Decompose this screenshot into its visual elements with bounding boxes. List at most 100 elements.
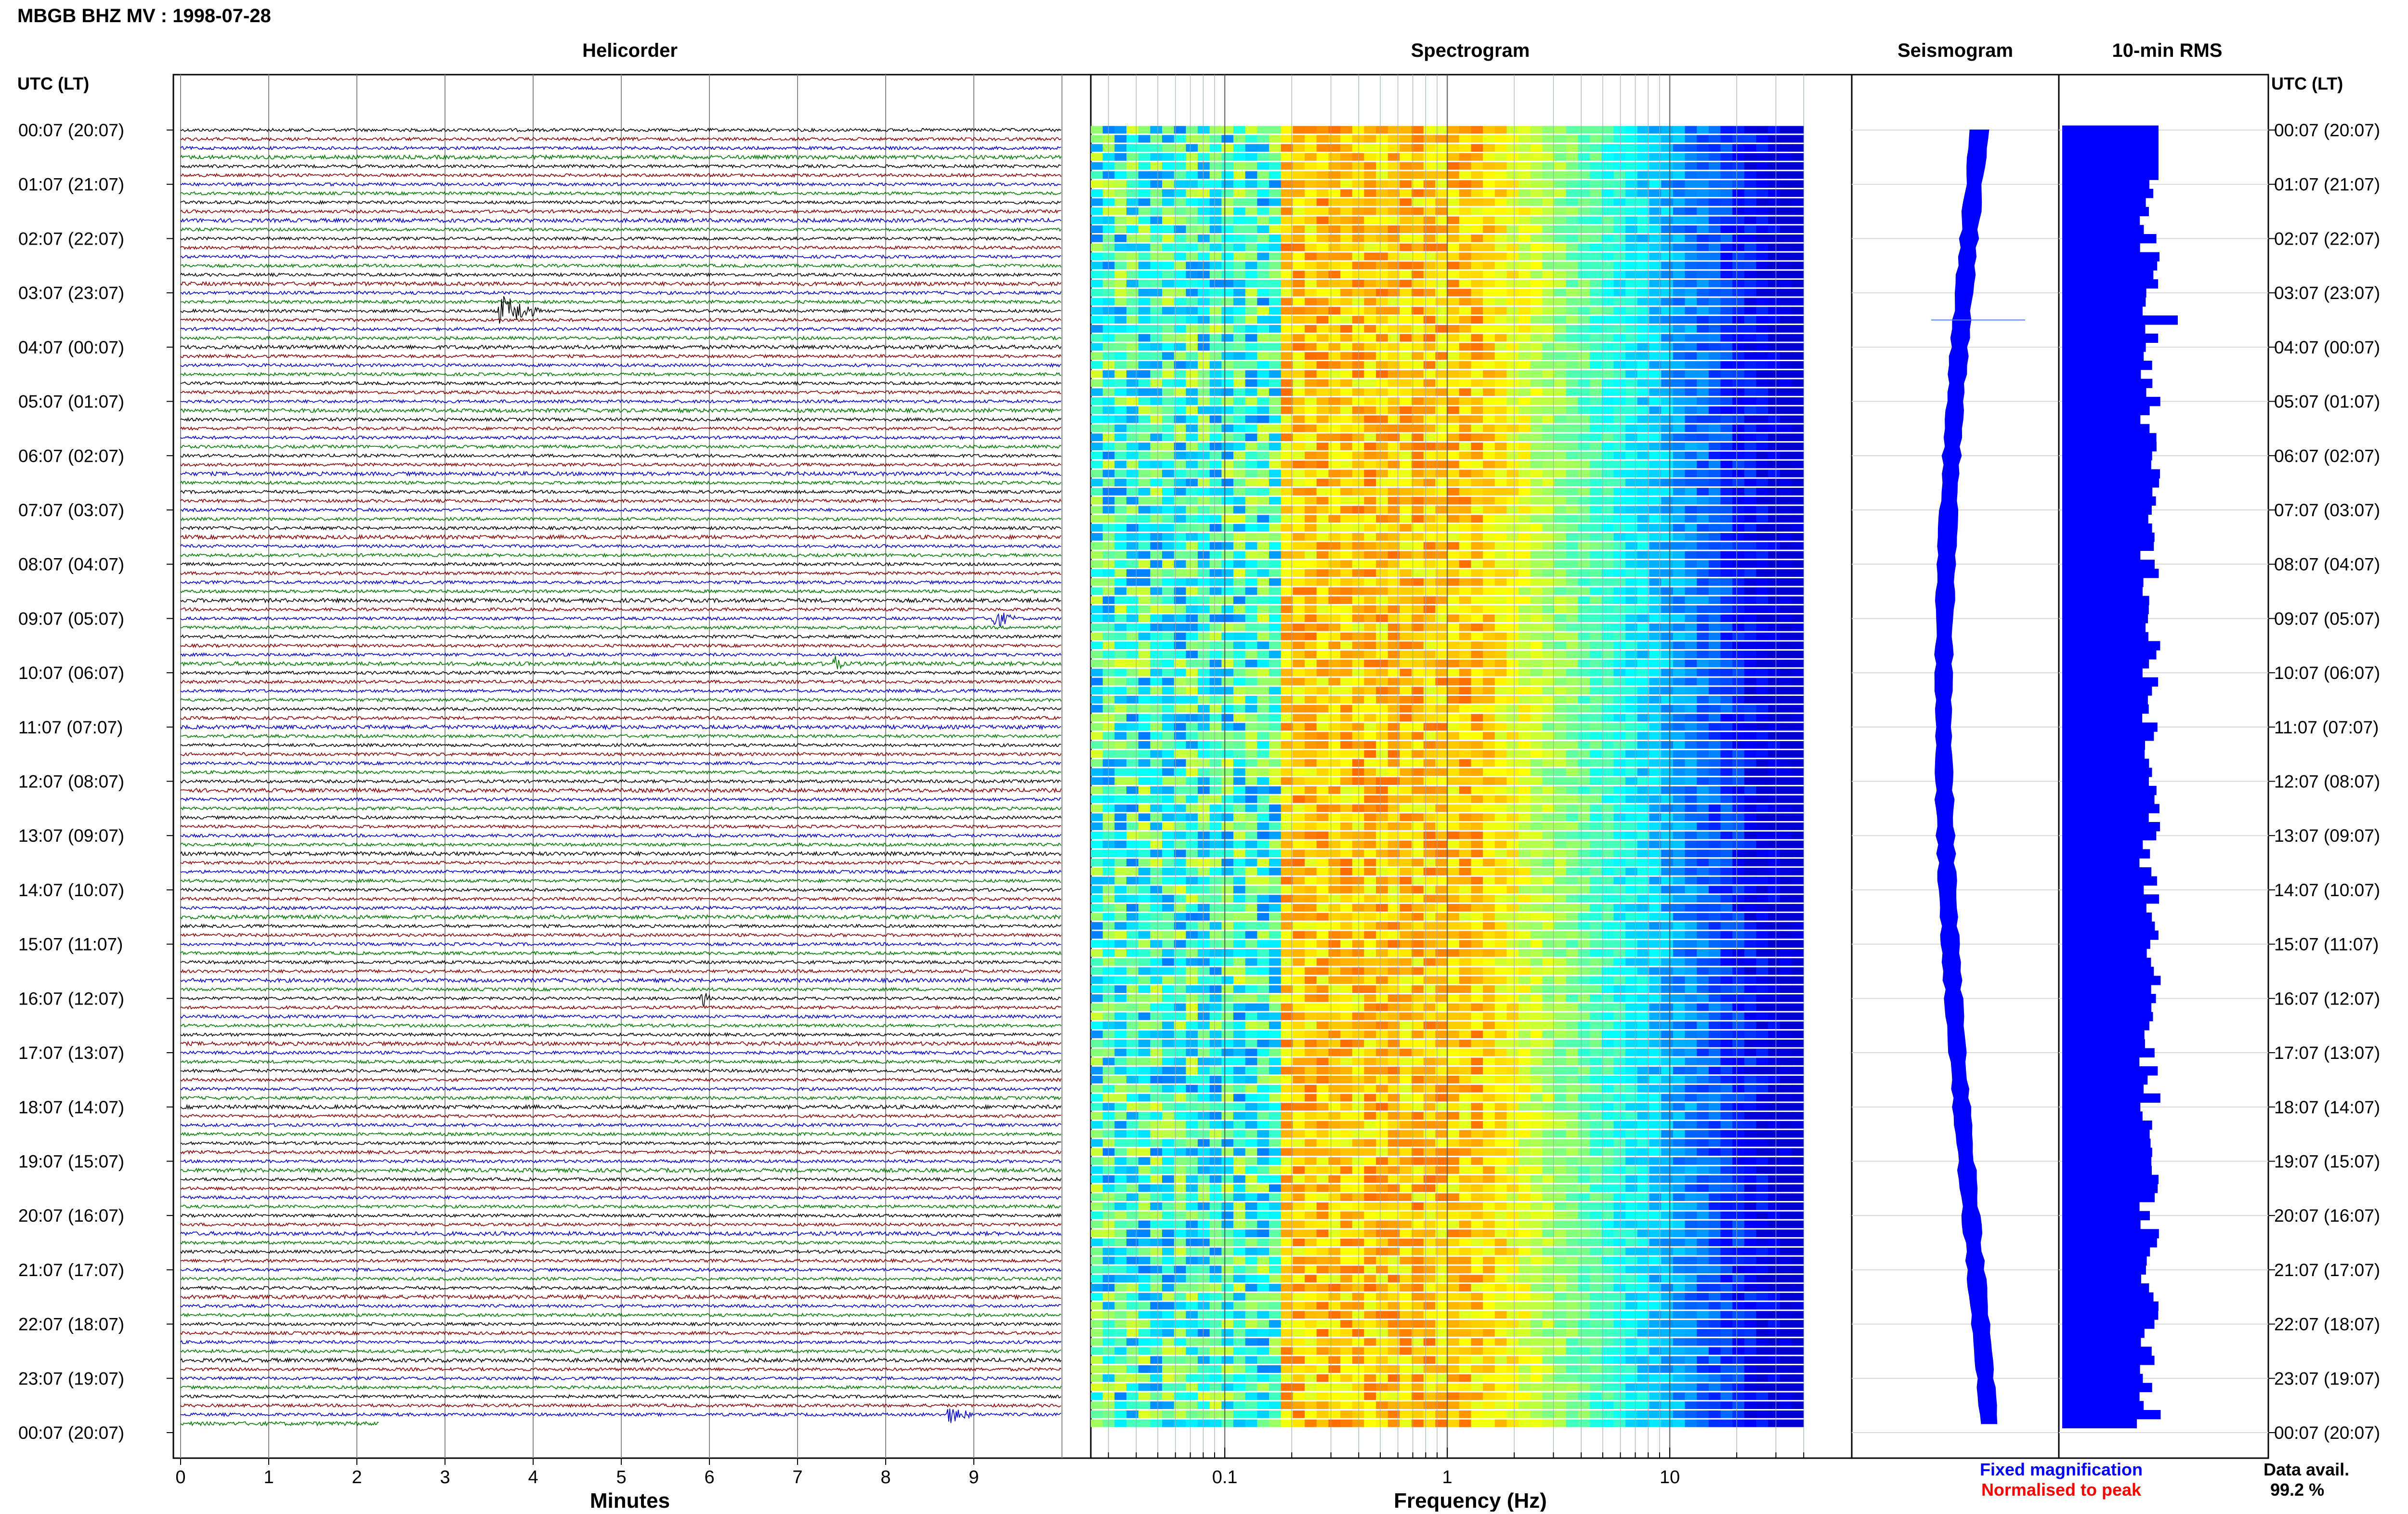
spectrogram-cell — [1150, 189, 1162, 197]
spectrogram-cell — [1625, 406, 1637, 414]
spectrogram-cell — [1566, 461, 1578, 469]
spectrogram-cell — [1685, 433, 1697, 441]
spectrogram-cell — [1685, 280, 1697, 287]
spectrogram-cell — [1495, 479, 1507, 486]
spectrogram-cell — [1186, 524, 1198, 532]
spectrogram-cell — [1744, 225, 1756, 233]
spectrogram-cell — [1269, 244, 1281, 251]
spectrogram-cell — [1340, 307, 1352, 314]
spectrogram-cell — [1114, 641, 1126, 649]
spectrogram-cell — [1780, 388, 1792, 396]
spectrogram-cell — [1293, 759, 1305, 767]
spectrogram-cell — [1328, 298, 1340, 306]
spectrogram-cell — [1305, 261, 1317, 269]
spectrogram-cell — [1483, 651, 1495, 658]
spectrogram-cell — [1376, 515, 1388, 522]
spectrogram-cell — [1281, 479, 1293, 486]
spectrogram-cell — [1780, 244, 1792, 251]
spectrogram-cell — [1198, 298, 1210, 306]
spectrogram-cell — [1685, 235, 1697, 242]
spectrogram-cell — [1756, 388, 1768, 396]
spectrogram-cell — [1317, 796, 1329, 803]
spectrogram-cell — [1614, 316, 1626, 324]
spectrogram-cell — [1376, 406, 1388, 414]
spectrogram-cell — [1340, 144, 1352, 152]
spectrogram-cell — [1602, 551, 1614, 559]
spectrogram-cell — [1257, 524, 1269, 532]
spectrogram-cell — [1340, 805, 1352, 812]
spectrogram-cell — [1257, 217, 1269, 224]
spectrogram-cell — [1578, 786, 1590, 794]
spectrogram-cell — [1139, 261, 1151, 269]
spectrogram-cell — [1756, 533, 1768, 541]
spectrogram-cell — [1198, 352, 1210, 360]
spectrogram-cell — [1768, 723, 1780, 731]
spectrogram-cell — [1091, 805, 1103, 812]
spectrogram-cell — [1352, 832, 1364, 839]
spectrogram-cell — [1269, 524, 1281, 532]
spectrogram-cell — [1625, 244, 1637, 251]
spectrogram-cell — [1518, 786, 1531, 794]
spectrogram-cell — [1685, 153, 1697, 161]
spectrogram-cell — [1293, 217, 1305, 224]
spectrogram-cell — [1495, 370, 1507, 378]
spectrogram-cell — [1210, 416, 1222, 423]
spectrogram-cell — [1518, 732, 1531, 740]
figure-title: MBGB BHZ MV : 1998-07-28 — [17, 5, 271, 26]
spectrogram-cell — [1590, 696, 1602, 704]
spectrogram-cell — [1103, 687, 1115, 694]
spectrogram-cell — [1139, 660, 1151, 667]
spectrogram-cell — [1233, 316, 1245, 324]
spectrogram-cell — [1518, 316, 1531, 324]
spectrogram-cell — [1103, 768, 1115, 776]
spectrogram-cell — [1602, 759, 1614, 767]
spectrogram-cell — [1721, 479, 1733, 486]
spectrogram-cell — [1447, 822, 1459, 830]
spectrogram-cell — [1792, 578, 1804, 586]
spectrogram-cell — [1483, 832, 1495, 839]
spectrogram-cell — [1697, 786, 1709, 794]
spectrogram-cell — [1531, 696, 1543, 704]
spectrogram-cell — [1531, 687, 1543, 694]
spectrogram-cell — [1447, 388, 1459, 396]
spectrogram-cell — [1114, 768, 1126, 776]
spectrogram-cell — [1732, 126, 1744, 134]
spectrogram-cell — [1174, 235, 1186, 242]
spectrogram-cell — [1614, 425, 1626, 432]
spectrogram-cell — [1566, 298, 1578, 306]
spectrogram-cell — [1459, 768, 1471, 776]
spectrogram-cell — [1780, 153, 1792, 161]
spectrogram-cell — [1162, 578, 1174, 586]
spectrogram-cell — [1590, 759, 1602, 767]
spectrogram-cell — [1269, 786, 1281, 794]
spectrogram-cell — [1543, 578, 1555, 586]
spectrogram-cell — [1566, 832, 1578, 839]
spectrogram-cell — [1732, 560, 1744, 568]
spectrogram-cell — [1233, 696, 1245, 704]
spectrogram-cell — [1364, 443, 1376, 450]
spectrogram-cell — [1685, 768, 1697, 776]
spectrogram-cell — [1697, 217, 1709, 224]
spectrogram-cell — [1614, 624, 1626, 631]
spectrogram-cell — [1507, 569, 1519, 577]
spectrogram-cell — [1424, 569, 1436, 577]
spectrogram-cell — [1685, 126, 1697, 134]
spectrogram-cell — [1483, 633, 1495, 640]
spectrogram-cell — [1257, 723, 1269, 731]
spectrogram-cell — [1150, 723, 1162, 731]
spectrogram-cell — [1305, 370, 1317, 378]
spectrogram-cell — [1364, 361, 1376, 369]
spectrogram-cell — [1483, 370, 1495, 378]
spectrogram-cell — [1661, 687, 1673, 694]
spectrogram-cell — [1471, 235, 1483, 242]
spectrogram-cell — [1424, 416, 1436, 423]
spectrogram-cell — [1139, 515, 1151, 522]
spectrogram-cell — [1186, 406, 1198, 414]
spectrogram-cell — [1495, 244, 1507, 251]
spectrogram-cell — [1174, 687, 1186, 694]
spectrogram-cell — [1103, 452, 1115, 459]
spectrogram-cell — [1697, 208, 1709, 215]
spectrogram-cell — [1792, 741, 1804, 749]
spectrogram-cell — [1495, 497, 1507, 505]
spectrogram-cell — [1352, 515, 1364, 522]
